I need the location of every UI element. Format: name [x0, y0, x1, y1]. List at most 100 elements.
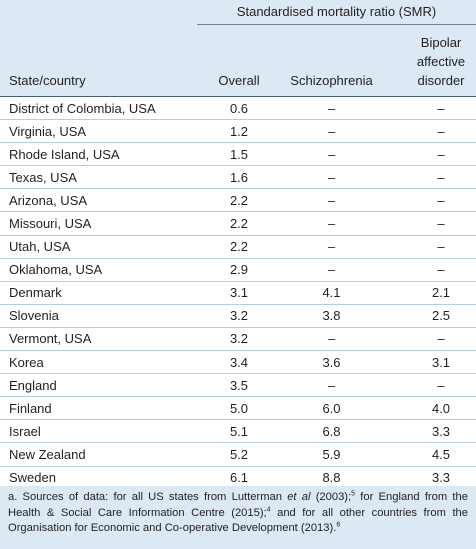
- footnote-text: (2003);: [310, 491, 352, 503]
- group-header: Standardised mortality ratio (SMR): [195, 0, 476, 26]
- table-row: Finland 5.0 6.0 4.0: [0, 396, 476, 421]
- cell: –: [283, 96, 380, 121]
- cell: 1.2: [195, 119, 283, 144]
- cell: 8.8: [283, 466, 380, 490]
- cell: –: [380, 235, 476, 259]
- table-row: Oklahoma, USA 2.9– –: [0, 258, 476, 282]
- cell: 5.0: [195, 396, 283, 421]
- cell: 1.5: [195, 142, 283, 167]
- footnote: a. Sources of data: for all US states fr…: [0, 486, 476, 549]
- cell: –: [283, 373, 380, 398]
- cell: 4.1: [283, 281, 380, 305]
- cell: 5.9: [283, 442, 380, 467]
- cell: –: [283, 327, 380, 352]
- cell: –: [380, 211, 476, 236]
- cell: –: [380, 373, 476, 398]
- cell: 5.1: [195, 419, 283, 444]
- cell: 3.3: [380, 419, 476, 444]
- row-label: Slovenia: [0, 304, 195, 328]
- footnote-italic: et al: [287, 491, 311, 503]
- cell: –: [380, 96, 476, 121]
- cell: –: [380, 188, 476, 213]
- cell: 1.6: [195, 165, 283, 190]
- cell: 3.6: [283, 350, 380, 375]
- row-label: Denmark: [0, 281, 195, 305]
- row-label: Vermont, USA: [0, 327, 195, 352]
- row-label: Israel: [0, 419, 195, 444]
- footnote-ref: 4: [266, 505, 271, 513]
- cell: 2.2: [195, 211, 283, 236]
- cell: 2.2: [195, 188, 283, 213]
- cell: 4.5: [380, 442, 476, 467]
- row-label: Arizona, USA: [0, 188, 195, 213]
- row-label: Missouri, USA: [0, 211, 195, 236]
- cell: –: [283, 211, 380, 236]
- footnote-text: for England from the Health & Social Car…: [8, 491, 468, 519]
- cell: 3.1: [380, 350, 476, 375]
- column-header-text: Bipolar affective disorder: [416, 35, 466, 88]
- cell: –: [283, 188, 380, 213]
- table-row: Rhode Island, USA 1.5– –: [0, 142, 476, 167]
- cell: 3.1: [195, 281, 283, 305]
- row-label: Utah, USA: [0, 235, 195, 259]
- column-header: State/country: [0, 26, 195, 97]
- cell: 2.2: [195, 235, 283, 259]
- row-label: Finland: [0, 396, 195, 421]
- cell: 3.5: [195, 373, 283, 398]
- table-row: District of Colombia, USA 0.6– –: [0, 96, 476, 121]
- footnote-text: a. Sources of data: for all US states fr…: [8, 491, 288, 503]
- footnote-ref: 6: [336, 521, 341, 529]
- cell: 6.0: [283, 396, 380, 421]
- row-label: District of Colombia, USA: [0, 96, 195, 121]
- table-body: District of Colombia, USA 0.6– – Virginia, …: [0, 96, 476, 490]
- blank-header: [0, 0, 195, 26]
- cell: 3.2: [195, 304, 283, 328]
- cell: 0.6: [195, 96, 283, 121]
- smr-table: Standardised mortality ratio (SMR) State…: [0, 0, 476, 490]
- cell: 5.2: [195, 442, 283, 467]
- cell: 2.1: [380, 281, 476, 305]
- cell: –: [283, 119, 380, 144]
- row-label: Korea: [0, 350, 195, 375]
- cell: –: [283, 165, 380, 190]
- cell: –: [283, 258, 380, 282]
- column-header: Bipolar affective disorder: [380, 26, 476, 97]
- cell: 3.4: [195, 350, 283, 375]
- cell: –: [380, 327, 476, 352]
- table-row: Arizona, USA 2.2– –: [0, 188, 476, 213]
- table-row: Missouri, USA 2.2– –: [0, 211, 476, 236]
- row-label: Rhode Island, USA: [0, 142, 195, 167]
- table-row: Utah, USA 2.2– –: [0, 235, 476, 259]
- cell: 2.9: [195, 258, 283, 282]
- cell: –: [380, 119, 476, 144]
- row-label: Virginia, USA: [0, 119, 195, 144]
- row-label: New Zealand: [0, 442, 195, 467]
- cell: –: [283, 142, 380, 167]
- column-header: Overall: [195, 26, 283, 97]
- row-label: England: [0, 373, 195, 398]
- footnote-ref: 5: [351, 490, 356, 498]
- table-row: Virginia, USA 1.2– –: [0, 119, 476, 144]
- cell: 3.8: [283, 304, 380, 328]
- table-row: Israel 5.1 6.8 3.3: [0, 419, 476, 444]
- table-row: New Zealand 5.2 5.9 4.5: [0, 442, 476, 467]
- footnote-text: and for all other countries from the Org…: [8, 506, 468, 535]
- cell: 4.0: [380, 396, 476, 421]
- table-row: Denmark 3.1 4.1 2.1: [0, 281, 476, 305]
- table-row: Vermont, USA 3.2– –: [0, 327, 476, 352]
- row-label: Oklahoma, USA: [0, 258, 195, 282]
- cell: 3.2: [195, 327, 283, 352]
- row-label: Texas, USA: [0, 165, 195, 190]
- cell: –: [380, 142, 476, 167]
- column-header: Schizophrenia: [283, 26, 380, 97]
- table-row: Korea 3.4 3.6 3.1: [0, 350, 476, 375]
- table-row: Slovenia 3.2 3.8 2.5: [0, 304, 476, 328]
- cell: –: [380, 258, 476, 282]
- cell: –: [283, 235, 380, 259]
- table-row: England 3.5– –: [0, 373, 476, 398]
- cell: 6.8: [283, 419, 380, 444]
- group-title: Standardised mortality ratio (SMR): [197, 1, 476, 25]
- cell: –: [380, 165, 476, 190]
- table-row: Texas, USA 1.6– –: [0, 165, 476, 190]
